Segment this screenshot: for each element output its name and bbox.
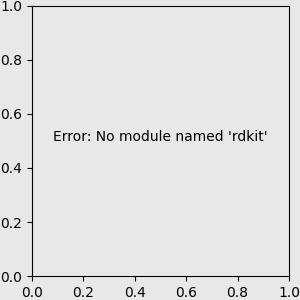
Text: Error: No module named 'rdkit': Error: No module named 'rdkit' <box>53 130 268 144</box>
